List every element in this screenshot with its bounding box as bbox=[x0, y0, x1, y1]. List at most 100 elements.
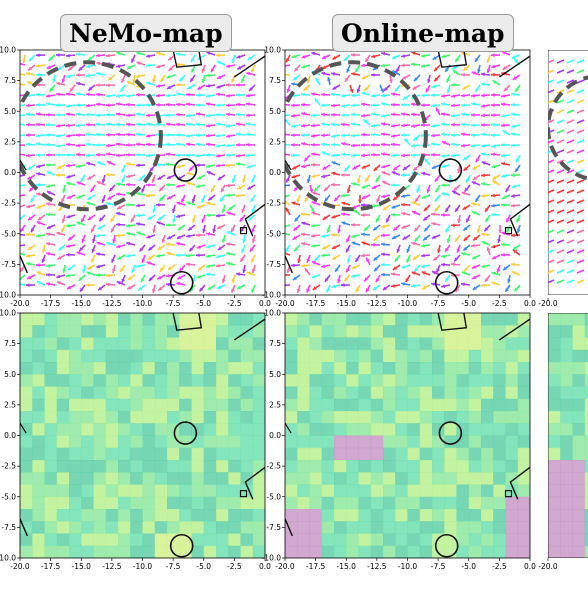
heatmap-cell bbox=[481, 497, 494, 510]
heatmap-cell bbox=[371, 411, 384, 424]
heatmap-cell bbox=[444, 325, 457, 338]
heatmap-cell bbox=[20, 338, 33, 351]
heatmap-cell bbox=[179, 509, 192, 522]
y-tick-label: -10.0 bbox=[262, 554, 282, 563]
heatmap-cell bbox=[32, 387, 45, 400]
heatmap-cell bbox=[506, 534, 519, 547]
heatmap-cell bbox=[32, 399, 45, 412]
vector-arrowhead bbox=[16, 134, 20, 138]
heatmap-cell bbox=[420, 436, 433, 449]
heatmap-cell bbox=[444, 509, 457, 522]
heatmap-cell bbox=[192, 436, 205, 449]
heatmap-cell bbox=[106, 534, 119, 547]
x-tick-label: -12.5 bbox=[367, 562, 387, 571]
heatmap-cell bbox=[155, 436, 168, 449]
heatmap-cell bbox=[395, 509, 408, 522]
heatmap-cell bbox=[81, 497, 94, 510]
heatmap-cell bbox=[322, 411, 335, 424]
heatmap-cell bbox=[444, 423, 457, 436]
heatmap-cell bbox=[192, 362, 205, 375]
heatmap-cell bbox=[81, 362, 94, 375]
heatmap-cell bbox=[334, 472, 347, 485]
heatmap-cell bbox=[143, 521, 156, 534]
heatmap-cell bbox=[216, 338, 229, 351]
heatmap-cell bbox=[493, 472, 506, 485]
heatmap-cell bbox=[493, 485, 506, 498]
heatmap-cell bbox=[167, 521, 180, 534]
heatmap-cell bbox=[518, 350, 531, 363]
heatmap-cell bbox=[560, 460, 573, 473]
heatmap-cell bbox=[118, 509, 131, 522]
heatmap-cell bbox=[334, 325, 347, 338]
y-tick-label: -10.0 bbox=[0, 554, 16, 563]
heatmap-cell bbox=[228, 448, 241, 461]
heatmap-cell bbox=[130, 460, 143, 473]
heatmap-cell bbox=[155, 325, 168, 338]
heatmap-cell bbox=[573, 411, 586, 424]
heatmap-cell bbox=[241, 399, 254, 412]
heatmap-cell bbox=[383, 460, 396, 473]
heatmap-cell bbox=[481, 521, 494, 534]
heatmap-cell bbox=[334, 399, 347, 412]
heatmap-cell bbox=[457, 472, 470, 485]
heatmap-cell bbox=[432, 350, 445, 363]
heatmap-cell bbox=[94, 509, 107, 522]
heatmap-cell bbox=[408, 325, 421, 338]
heatmap-cell bbox=[167, 509, 180, 522]
heatmap-cell bbox=[241, 460, 254, 473]
heatmap-cell bbox=[432, 411, 445, 424]
vector-arrow bbox=[16, 135, 25, 136]
heatmap-cell bbox=[69, 436, 82, 449]
heatmap-cell bbox=[179, 460, 192, 473]
heatmap-cell bbox=[20, 485, 33, 498]
heatmap-cell bbox=[204, 472, 217, 485]
heatmap-cell bbox=[548, 387, 561, 400]
heatmap-cell bbox=[155, 313, 168, 326]
quiver-field bbox=[279, 50, 530, 295]
heatmap-cell bbox=[20, 546, 33, 559]
heatmap-cell bbox=[216, 325, 229, 338]
heatmap-cell bbox=[228, 534, 241, 547]
heatmap-cell bbox=[395, 534, 408, 547]
x-tick-label: 0.0 bbox=[259, 562, 271, 571]
heatmap-cell bbox=[573, 362, 586, 375]
vector-arrowhead bbox=[16, 282, 20, 286]
heatmap-cell bbox=[32, 313, 45, 326]
heatmap-cell bbox=[106, 387, 119, 400]
heatmap-cell bbox=[334, 313, 347, 326]
y-tick-label: 0.0 bbox=[4, 168, 16, 177]
heatmap-cell bbox=[573, 546, 586, 559]
heatmap-cell bbox=[334, 460, 347, 473]
x-tick-label: -7.5 bbox=[166, 562, 181, 571]
vector-arrow bbox=[281, 74, 290, 75]
heatmap-cell bbox=[228, 436, 241, 449]
heatmap-cell bbox=[310, 436, 323, 449]
heatmap-cell bbox=[155, 338, 168, 351]
heatmap-cell bbox=[253, 509, 266, 522]
heatmap-cell bbox=[130, 436, 143, 449]
heatmap-cell bbox=[395, 387, 408, 400]
heatmap-cell bbox=[297, 521, 310, 534]
heatmap-cell bbox=[444, 374, 457, 387]
heatmap-cell bbox=[395, 411, 408, 424]
heatmap-cell bbox=[57, 534, 70, 547]
heatmap-cell bbox=[69, 460, 82, 473]
heatmap-cell bbox=[310, 460, 323, 473]
heatmap-cell bbox=[359, 350, 372, 363]
vector-arrowhead bbox=[281, 273, 285, 277]
heatmap-cell bbox=[45, 472, 58, 485]
heatmap-cell bbox=[346, 436, 359, 449]
heatmap-cell bbox=[560, 399, 573, 412]
heatmap-cell bbox=[518, 485, 531, 498]
heatmap-cell bbox=[94, 411, 107, 424]
heatmap-cell bbox=[432, 485, 445, 498]
heatmap-cell bbox=[432, 497, 445, 510]
heatmap-cell bbox=[420, 509, 433, 522]
heatmap-cell bbox=[371, 448, 384, 461]
heatmap-cell bbox=[334, 423, 347, 436]
heatmap-cell bbox=[481, 387, 494, 400]
heatmap-cell bbox=[359, 411, 372, 424]
heatmap-cell bbox=[506, 546, 519, 559]
heatmap-cell bbox=[481, 313, 494, 326]
heatmap-cell bbox=[346, 521, 359, 534]
